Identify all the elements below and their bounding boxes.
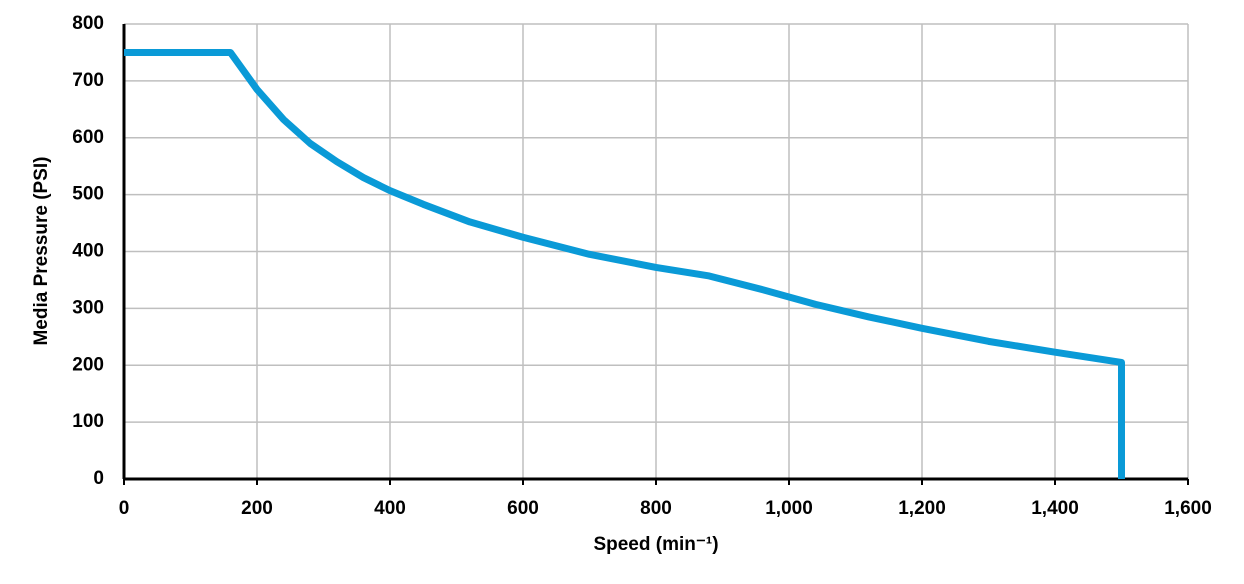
y-tick-label: 800 bbox=[72, 13, 104, 34]
y-tick-label: 100 bbox=[72, 411, 104, 432]
x-tick-label: 800 bbox=[640, 498, 672, 519]
x-axis-label: Speed (min⁻¹) bbox=[593, 534, 718, 555]
y-axis-label: Media Pressure (PSI) bbox=[31, 156, 52, 345]
x-tick-label: 1,600 bbox=[1164, 498, 1212, 519]
x-tick-label: 1,000 bbox=[765, 498, 813, 519]
y-tick-label: 300 bbox=[72, 297, 104, 318]
x-tick-label: 200 bbox=[241, 498, 273, 519]
x-tick-label: 1,200 bbox=[898, 498, 946, 519]
x-tick-label: 600 bbox=[507, 498, 539, 519]
y-tick-label: 700 bbox=[72, 70, 104, 91]
x-tick-label: 1,400 bbox=[1031, 498, 1079, 519]
y-tick-label: 600 bbox=[72, 127, 104, 148]
y-tick-label: 500 bbox=[72, 184, 104, 205]
x-tick-label: 400 bbox=[374, 498, 406, 519]
y-tick-label: 200 bbox=[72, 354, 104, 375]
y-tick-label: 400 bbox=[72, 241, 104, 262]
data-line bbox=[124, 48, 1125, 479]
y-tick-label: 0 bbox=[93, 468, 104, 489]
x-tick-label: 0 bbox=[119, 498, 130, 519]
